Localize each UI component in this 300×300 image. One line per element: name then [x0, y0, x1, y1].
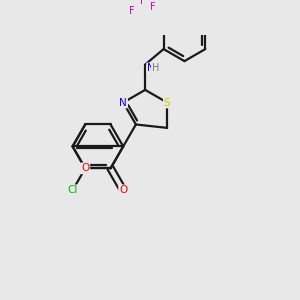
- Text: O: O: [81, 163, 89, 173]
- Text: H: H: [152, 63, 159, 73]
- Text: N: N: [119, 98, 127, 107]
- Text: S: S: [164, 98, 170, 107]
- Text: F: F: [129, 6, 134, 16]
- Text: F: F: [140, 0, 146, 7]
- Text: Cl: Cl: [68, 185, 78, 195]
- Text: O: O: [119, 185, 128, 195]
- Text: F: F: [150, 2, 155, 12]
- Text: N: N: [147, 63, 155, 73]
